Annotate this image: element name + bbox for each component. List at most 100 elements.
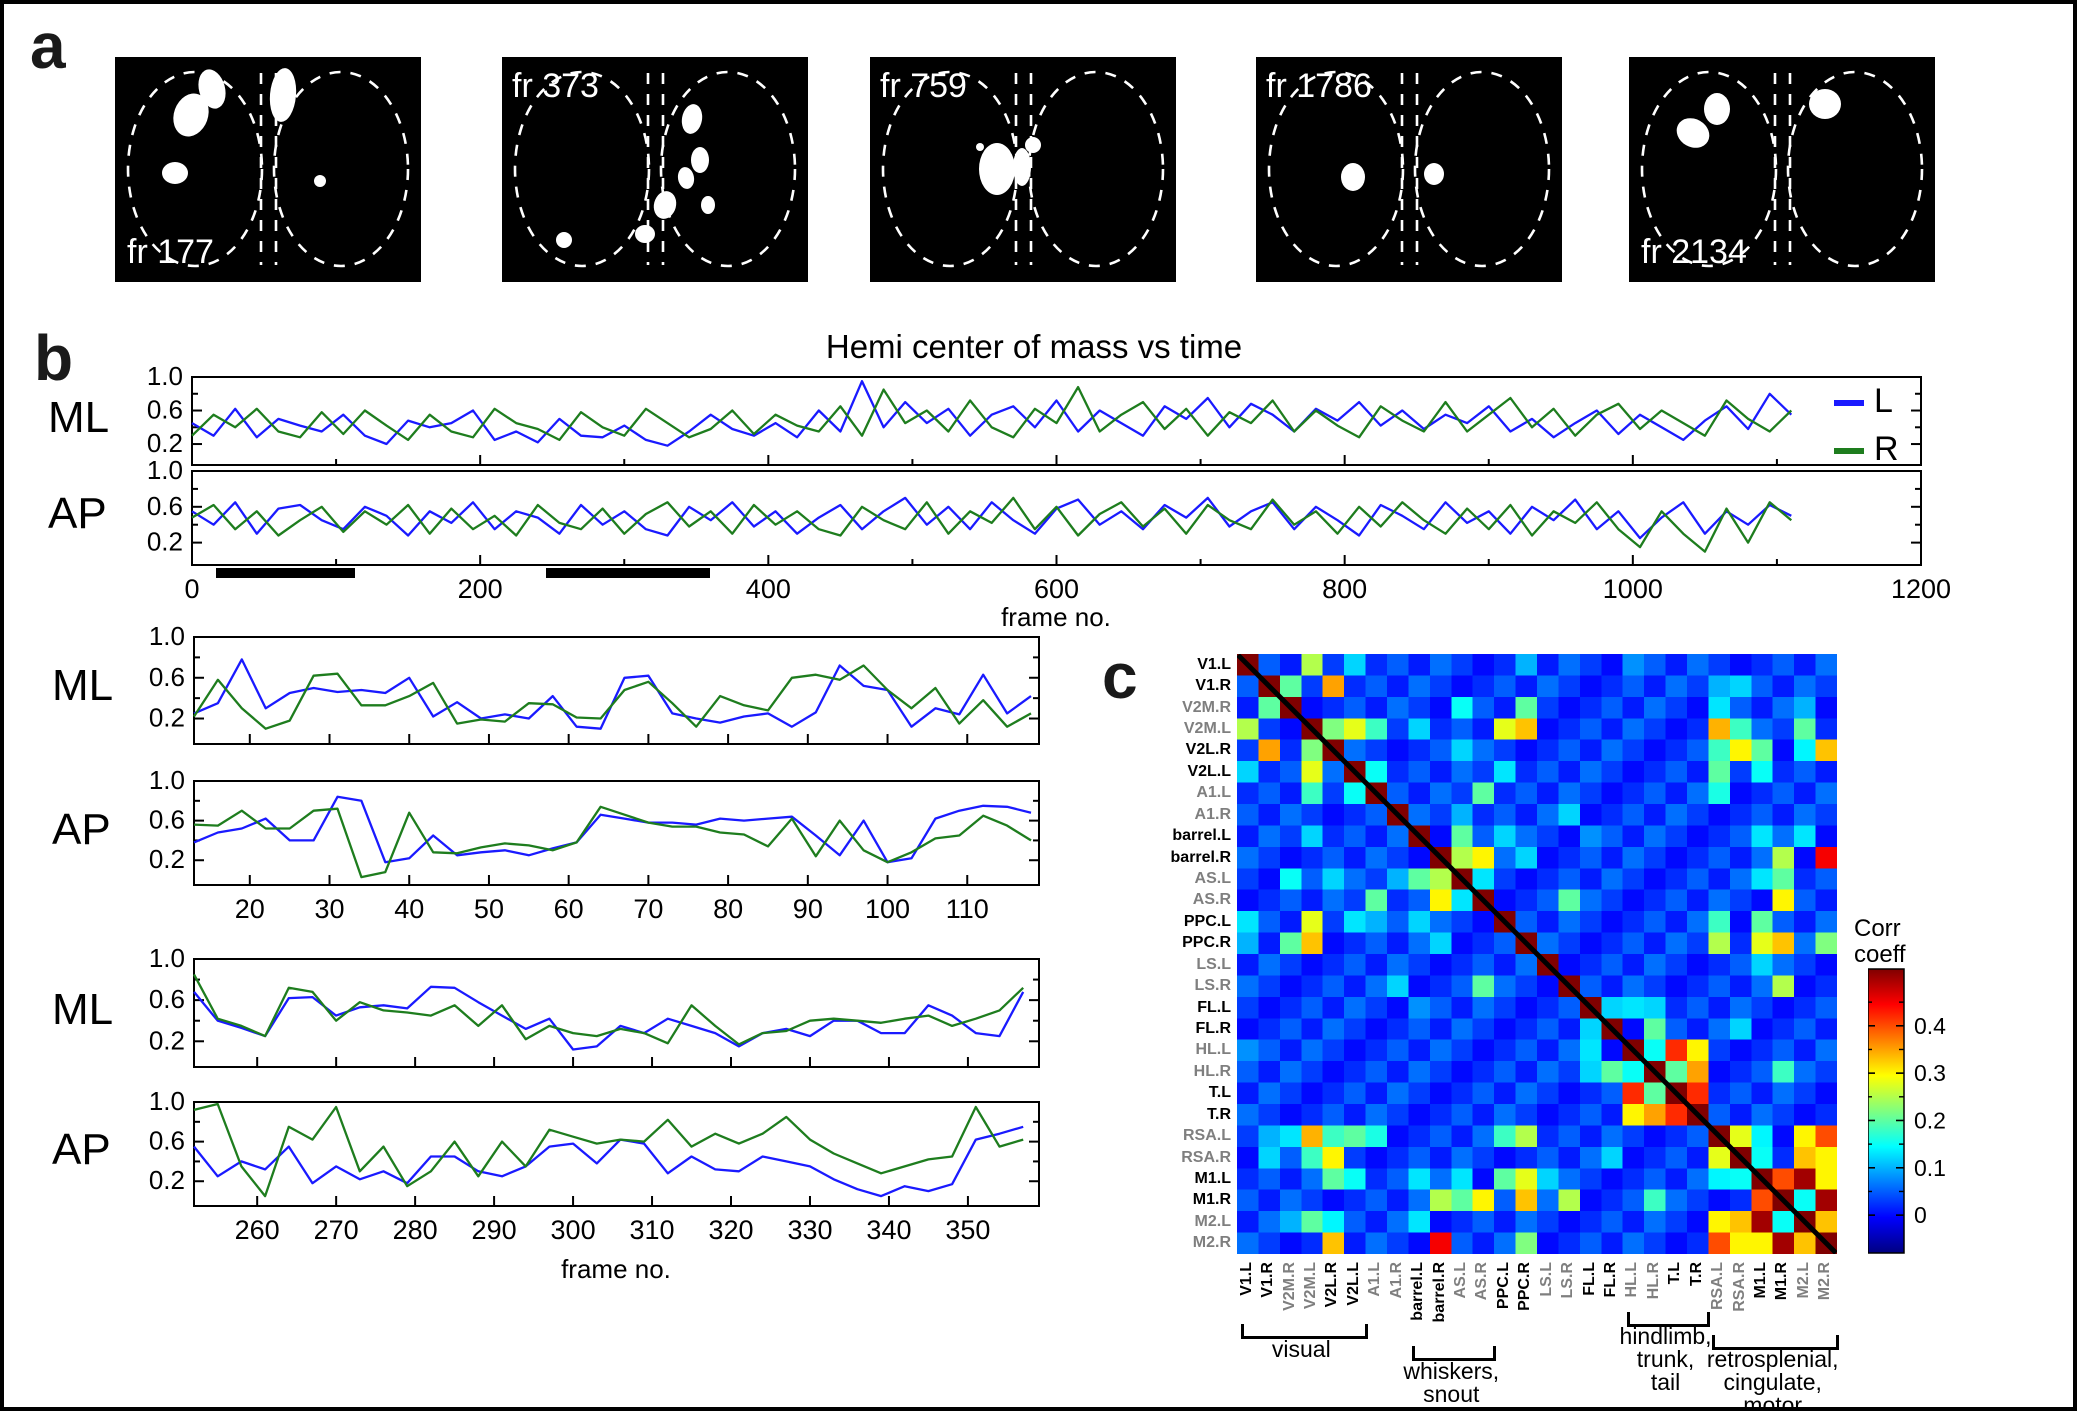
heatmap-cell [1794, 846, 1817, 869]
ap-axis-label-full: AP [48, 489, 107, 538]
heatmap-cell [1601, 782, 1624, 805]
heatmap-cell [1279, 782, 1302, 805]
heatmap-cell [1579, 739, 1602, 762]
heatmap-cell [1301, 1082, 1324, 1105]
heatmap-cell [1451, 889, 1474, 912]
heatmap-group-label: hindlimb, trunk, tail [1556, 1325, 1776, 1394]
ml-axis-label-zoom1: ML [52, 661, 114, 710]
heatmap-cell [1387, 889, 1409, 912]
heatmap-cell [1708, 868, 1731, 891]
heatmap-row-label: FL.L [1197, 998, 1231, 1016]
heatmap-cell [1237, 1146, 1259, 1169]
heatmap-cell [1644, 654, 1667, 676]
heatmap-cell [1729, 846, 1752, 869]
heatmap-cell [1708, 1232, 1731, 1254]
heatmap-cell [1815, 825, 1837, 848]
heatmap-cell [1644, 696, 1667, 719]
heatmap-cell [1815, 911, 1837, 934]
heatmap-cell [1258, 1082, 1281, 1105]
heatmap-cell [1815, 1146, 1837, 1169]
heatmap-cell [1558, 1039, 1581, 1062]
heatmap-cell [1237, 718, 1259, 741]
heatmap-row-label: T.R [1207, 1105, 1231, 1123]
heatmap-cell [1322, 804, 1345, 826]
heatmap-cell [1772, 675, 1795, 698]
heatmap-cell [1772, 782, 1795, 805]
heatmap-cell [1579, 1189, 1602, 1212]
heatmap-cell [1322, 1146, 1345, 1169]
ap-axis-label-zoom1: AP [52, 805, 111, 854]
heatmap-cell [1708, 1039, 1731, 1062]
heatmap-cell [1408, 1082, 1431, 1105]
line-plot-ml_full: 1.0 0.60.2 [147, 361, 1922, 466]
heatmap-cell [1515, 1211, 1538, 1234]
heatmap-cell [1237, 675, 1259, 698]
heatmap-cell [1815, 1104, 1837, 1126]
heatmap-cell [1537, 1211, 1559, 1234]
heatmap-cell [1472, 1168, 1495, 1191]
heatmap-cell [1665, 911, 1688, 934]
heatmap-cell [1815, 654, 1837, 676]
heatmap-cell [1794, 1232, 1817, 1254]
heatmap-cell [1322, 761, 1345, 784]
trace-R [191, 496, 1793, 553]
line-plot-ap_z1: 1.0 0.6 0.2 20 30 40 50 60 70 80 90 100 110 [149, 765, 1040, 924]
chart-title: Hemi center of mass vs time [825, 328, 1243, 365]
x-tick-label: 40 [394, 894, 424, 924]
heatmap-cell [1772, 761, 1795, 784]
heatmap-cell [1772, 1232, 1795, 1254]
panel-b-letter: b [34, 322, 74, 394]
heatmap-cell [1237, 1061, 1259, 1084]
heatmap-cell [1301, 954, 1324, 976]
heatmap-cell [1665, 825, 1688, 848]
heatmap-cell [1729, 932, 1752, 955]
heatmap-cell [1301, 932, 1324, 955]
heatmap-cell [1301, 1168, 1324, 1191]
heatmap-cell [1494, 718, 1517, 741]
heatmap-cell [1708, 889, 1731, 912]
heatmap-group-label: visual [1191, 1338, 1411, 1361]
heatmap-cell [1665, 782, 1688, 805]
heatmap-cell [1751, 718, 1774, 741]
heatmap-cell [1429, 1018, 1452, 1041]
heatmap-cell [1258, 911, 1281, 934]
heatmap-cell [1258, 1104, 1281, 1126]
heatmap-cell [1408, 739, 1431, 762]
heatmap-cell [1451, 1125, 1474, 1148]
heatmap-cell [1601, 1061, 1624, 1084]
trace-R [192, 973, 1024, 1046]
heatmap-cell [1258, 739, 1281, 762]
heatmap-cell [1258, 1232, 1281, 1254]
heatmap-cell [1237, 1104, 1259, 1126]
y-tick-label: 0.6 [147, 491, 183, 521]
ml-axis-label-full: ML [48, 393, 110, 442]
x-tick-label: 90 [793, 894, 823, 924]
heatmap-cell [1665, 889, 1688, 912]
heatmap-cell [1558, 846, 1581, 869]
heatmap-cell [1729, 1061, 1752, 1084]
heatmap-cell [1279, 1211, 1302, 1234]
heatmap-cell [1579, 804, 1602, 826]
heatmap-cell [1729, 1125, 1752, 1148]
heatmap-cell [1558, 675, 1581, 698]
heatmap-cell [1429, 1061, 1452, 1084]
legend-right-label: R [1874, 430, 1899, 468]
heatmap-cell [1301, 761, 1324, 784]
heatmap-cell [1729, 1211, 1752, 1234]
heatmap-cell [1751, 1082, 1774, 1105]
heatmap-cell [1451, 675, 1474, 698]
heatmap-cell [1279, 996, 1302, 1019]
heatmap-cell [1729, 739, 1752, 762]
heatmap-cell [1301, 1189, 1324, 1212]
heatmap-cell [1665, 868, 1688, 891]
heatmap-cell [1258, 1061, 1281, 1084]
heatmap-cell [1622, 846, 1645, 869]
heatmap-cell [1515, 739, 1538, 762]
heatmap-cell [1237, 1082, 1259, 1105]
y-tick-label: 1.0 [149, 765, 185, 795]
heatmap-cell [1579, 761, 1602, 784]
heatmap-cell [1794, 825, 1817, 848]
colorbar-title: Corr coeff [1854, 916, 1906, 968]
heatmap-cell [1772, 718, 1795, 741]
heatmap-cell [1601, 996, 1624, 1019]
